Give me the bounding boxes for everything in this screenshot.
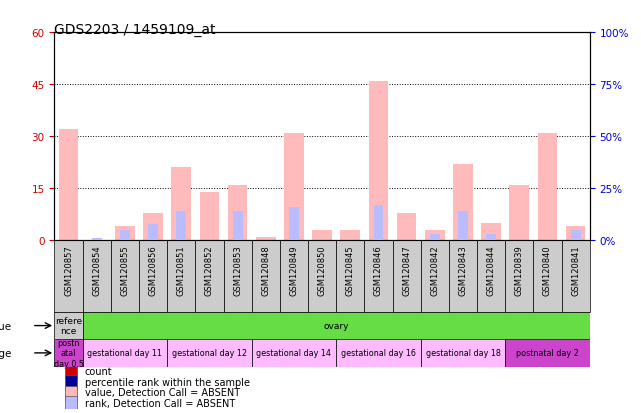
- Text: GSM120857: GSM120857: [64, 244, 73, 295]
- Text: GSM120840: GSM120840: [543, 244, 552, 295]
- Text: GSM120839: GSM120839: [515, 244, 524, 295]
- Bar: [538, 133, 557, 241]
- Bar: [171, 168, 191, 241]
- Text: GSM120846: GSM120846: [374, 244, 383, 295]
- Bar: [312, 230, 332, 241]
- Text: percentile rank within the sample: percentile rank within the sample: [85, 377, 250, 387]
- Bar: [252, 241, 280, 312]
- Bar: [562, 241, 590, 312]
- Bar: [533, 241, 562, 312]
- Bar: [256, 237, 276, 241]
- Bar: [65, 365, 77, 380]
- Bar: [139, 241, 167, 312]
- Text: GSM120854: GSM120854: [92, 244, 101, 295]
- Bar: [54, 241, 83, 312]
- Text: GSM120844: GSM120844: [487, 244, 495, 295]
- Text: postn
atal
day 0.5: postn atal day 0.5: [54, 338, 83, 368]
- Bar: [167, 241, 196, 312]
- Bar: [289, 207, 299, 241]
- Bar: [566, 227, 585, 241]
- Text: rank, Detection Call = ABSENT: rank, Detection Call = ABSENT: [85, 398, 235, 408]
- Text: GSM120848: GSM120848: [262, 244, 271, 295]
- Bar: [176, 212, 186, 241]
- Bar: [481, 223, 501, 241]
- Bar: [340, 230, 360, 241]
- Bar: [65, 396, 77, 411]
- Text: gestational day 18: gestational day 18: [426, 349, 501, 358]
- Text: GSM120841: GSM120841: [571, 244, 580, 295]
- Text: refere
nce: refere nce: [55, 316, 82, 335]
- Text: GSM120852: GSM120852: [205, 244, 214, 295]
- Text: age: age: [0, 348, 12, 358]
- Text: gestational day 11: gestational day 11: [87, 349, 162, 358]
- Bar: [430, 235, 440, 241]
- Bar: [364, 241, 392, 312]
- Bar: [505, 241, 533, 312]
- Bar: [397, 213, 417, 241]
- Bar: [111, 241, 139, 312]
- Bar: [486, 235, 496, 241]
- Bar: [59, 130, 78, 241]
- Text: GSM120856: GSM120856: [149, 244, 158, 295]
- Bar: [510, 185, 529, 241]
- Bar: [65, 375, 77, 390]
- Text: gestational day 12: gestational day 12: [172, 349, 247, 358]
- Bar: [83, 241, 111, 312]
- Bar: [570, 230, 581, 241]
- Bar: [252, 339, 336, 367]
- Bar: [425, 230, 445, 241]
- Text: GSM120853: GSM120853: [233, 244, 242, 295]
- Text: gestational day 16: gestational day 16: [341, 349, 416, 358]
- Bar: [284, 133, 304, 241]
- Text: ovary: ovary: [324, 321, 349, 330]
- Bar: [505, 339, 590, 367]
- Bar: [65, 386, 77, 401]
- Bar: [374, 205, 383, 241]
- Text: GSM120847: GSM120847: [402, 244, 411, 295]
- Bar: [199, 192, 219, 241]
- Bar: [83, 339, 167, 367]
- Bar: [392, 241, 420, 312]
- Bar: [167, 339, 252, 367]
- Text: GSM120850: GSM120850: [317, 244, 327, 295]
- Bar: [477, 241, 505, 312]
- Text: gestational day 14: gestational day 14: [256, 349, 331, 358]
- Bar: [196, 241, 224, 312]
- Bar: [233, 212, 242, 241]
- Bar: [308, 241, 336, 312]
- Text: GSM120845: GSM120845: [345, 244, 354, 295]
- Bar: [92, 239, 102, 241]
- Bar: [224, 241, 252, 312]
- Bar: [369, 81, 388, 241]
- Bar: [54, 312, 83, 339]
- Text: GSM120849: GSM120849: [290, 244, 299, 295]
- Bar: [420, 339, 505, 367]
- Text: postnatal day 2: postnatal day 2: [516, 349, 579, 358]
- Bar: [420, 241, 449, 312]
- Text: count: count: [85, 366, 113, 376]
- Bar: [120, 230, 130, 241]
- Bar: [453, 165, 473, 241]
- Bar: [449, 241, 477, 312]
- Text: value, Detection Call = ABSENT: value, Detection Call = ABSENT: [85, 387, 240, 397]
- Bar: [280, 241, 308, 312]
- Bar: [336, 339, 420, 367]
- Bar: [143, 213, 163, 241]
- Text: GSM120843: GSM120843: [458, 244, 467, 295]
- Text: GSM120842: GSM120842: [430, 244, 439, 295]
- Bar: [148, 224, 158, 241]
- Text: GSM120851: GSM120851: [177, 244, 186, 295]
- Text: GDS2203 / 1459109_at: GDS2203 / 1459109_at: [54, 23, 216, 37]
- Bar: [54, 339, 83, 367]
- Text: GSM120855: GSM120855: [121, 244, 129, 295]
- Bar: [458, 212, 468, 241]
- Bar: [228, 185, 247, 241]
- Text: tissue: tissue: [0, 321, 12, 331]
- Bar: [115, 227, 135, 241]
- Bar: [336, 241, 364, 312]
